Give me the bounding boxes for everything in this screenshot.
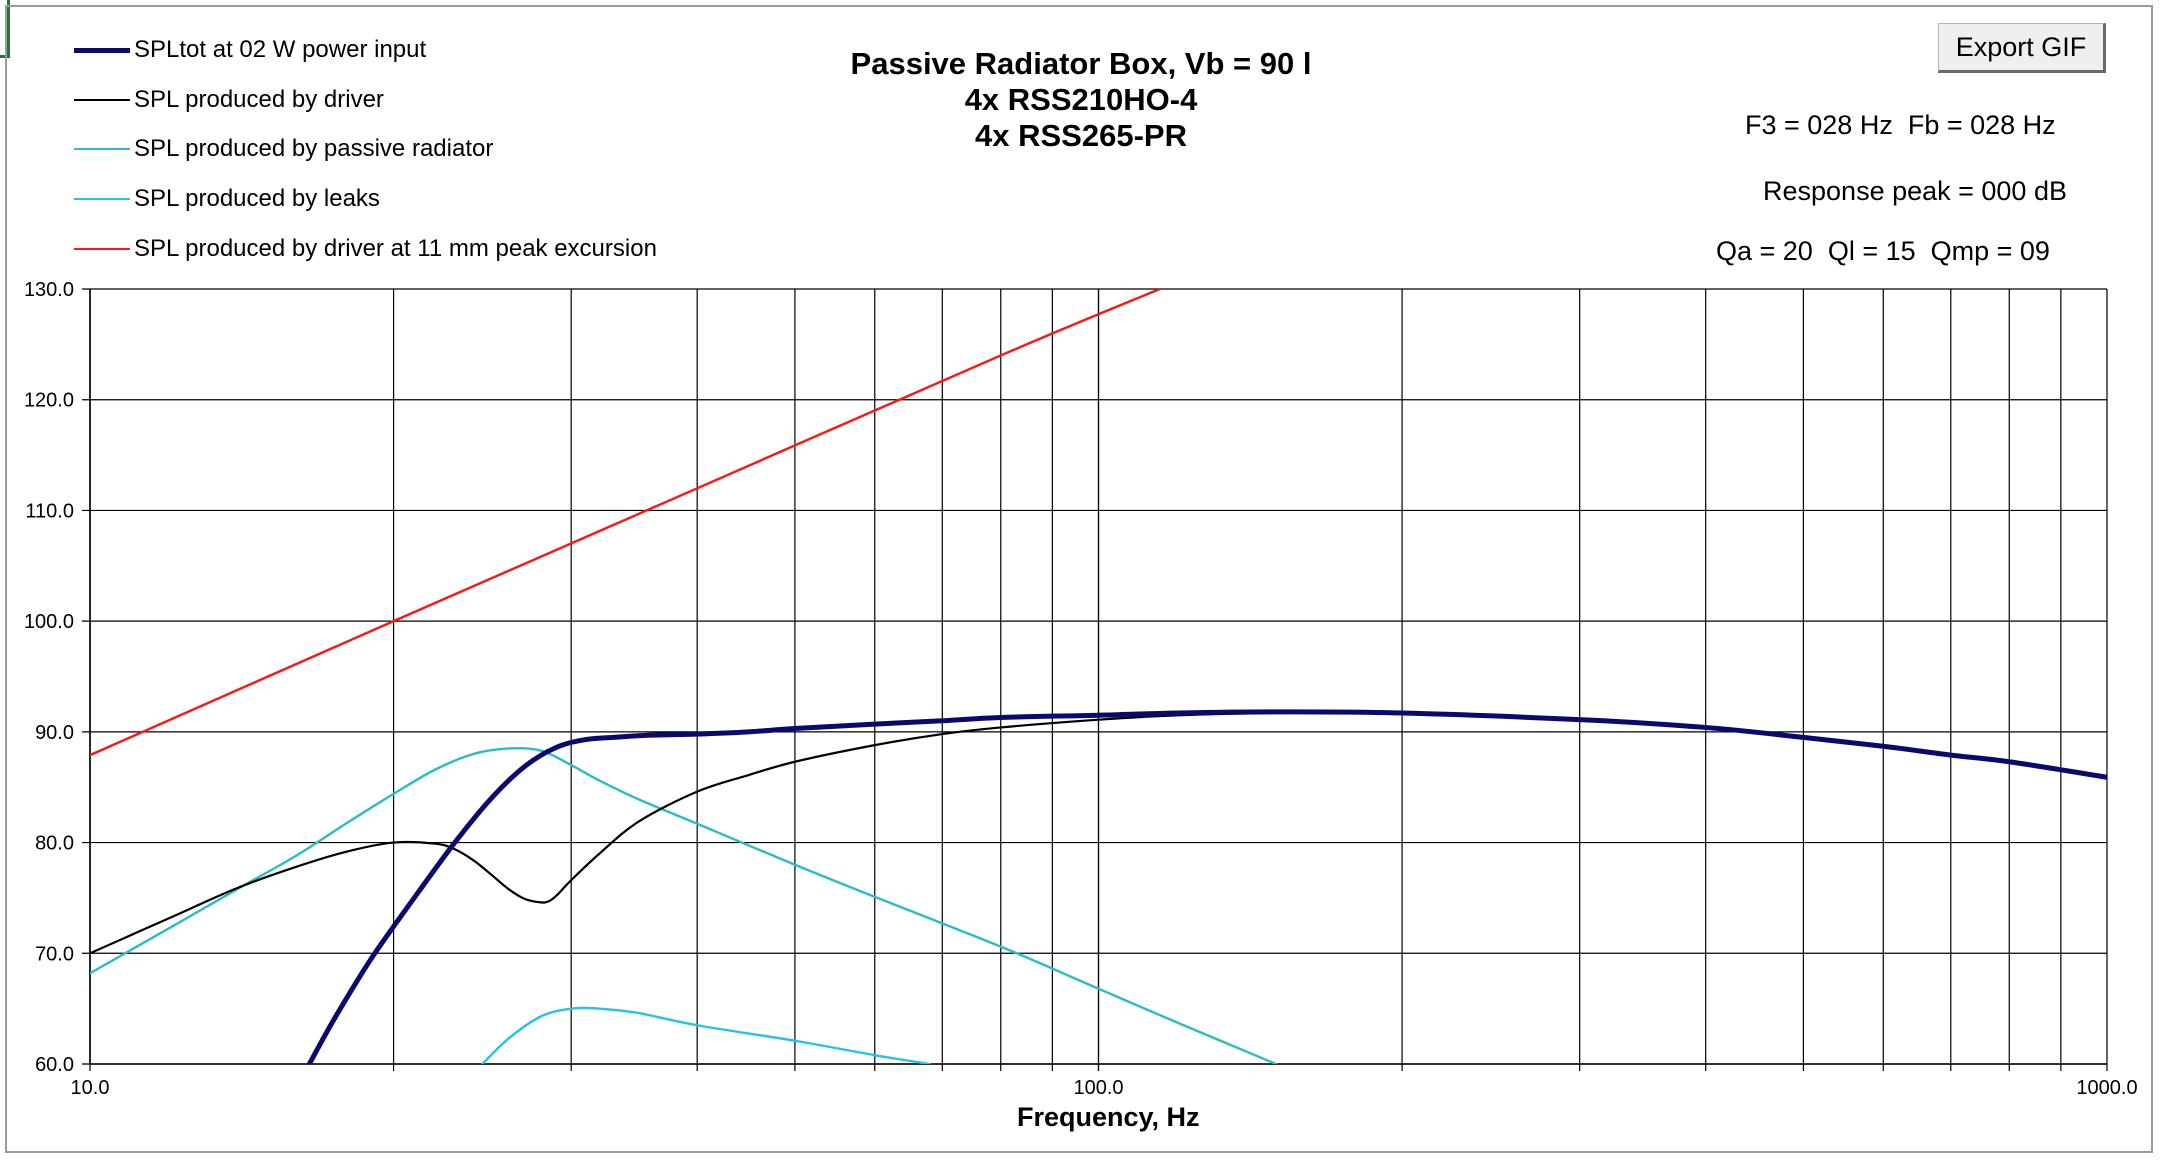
legend-label: SPL produced by driver at 11 mm peak exc… bbox=[134, 235, 657, 262]
legend-label: SPLtot at 02 W power input bbox=[134, 36, 427, 63]
series-passive-radiator bbox=[90, 746, 1278, 1064]
x-tick-label: 1000.0 bbox=[2076, 1077, 2137, 1099]
y-tick-label: 130.0 bbox=[24, 279, 74, 301]
x-axis-title: Frequency, Hz bbox=[1017, 1102, 1200, 1132]
series-leaks bbox=[481, 1006, 931, 1064]
q-values-readout: Qa = 20 Ql = 15 Qmp = 09 bbox=[1716, 236, 2050, 266]
x-tick-label: 10.0 bbox=[71, 1077, 110, 1099]
f3-fb-readout: F3 = 028 Hz Fb = 028 Hz bbox=[1745, 110, 2056, 140]
series-excursion-limit bbox=[90, 289, 1161, 757]
y-tick-label: 80.0 bbox=[35, 833, 74, 855]
y-tick-label: 100.0 bbox=[24, 611, 74, 633]
x-tick-label: 100.0 bbox=[1073, 1077, 1123, 1099]
legend-swatch bbox=[74, 248, 130, 250]
export-gif-button[interactable]: Export GIF bbox=[1938, 23, 2106, 73]
legend-item: SPLtot at 02 W power input bbox=[74, 30, 426, 70]
legend-label: SPL produced by leaks bbox=[134, 185, 380, 212]
y-tick-label: 60.0 bbox=[35, 1054, 74, 1076]
legend-swatch bbox=[74, 198, 130, 200]
legend-swatch bbox=[74, 148, 130, 150]
y-tick-label: 70.0 bbox=[35, 943, 74, 965]
legend-swatch bbox=[74, 99, 130, 101]
legend-label: SPL produced by passive radiator bbox=[134, 135, 494, 162]
series-spl-total bbox=[306, 709, 2107, 1064]
y-tick-label: 90.0 bbox=[35, 722, 74, 744]
response-peak-readout: Response peak = 000 dB bbox=[1763, 176, 2067, 206]
legend-item: SPL produced by driver bbox=[74, 80, 384, 120]
legend-label: SPL produced by driver bbox=[134, 86, 384, 113]
chart-area-border bbox=[5, 5, 2153, 1153]
y-tick-label: 110.0 bbox=[25, 500, 74, 522]
legend-item: SPL produced by leaks bbox=[74, 179, 380, 219]
y-tick-label: 120.0 bbox=[24, 390, 74, 412]
legend-item: SPL produced by passive radiator bbox=[74, 129, 493, 169]
chart-title-line-2: 4x RSS210HO-4 bbox=[964, 82, 1198, 117]
chart-title-line-1: Passive Radiator Box, Vb = 90 l bbox=[850, 46, 1312, 81]
chart-title-line-3: 4x RSS265-PR bbox=[975, 118, 1187, 153]
legend-item: SPL produced by driver at 11 mm peak exc… bbox=[74, 229, 657, 269]
legend-swatch bbox=[74, 47, 130, 53]
